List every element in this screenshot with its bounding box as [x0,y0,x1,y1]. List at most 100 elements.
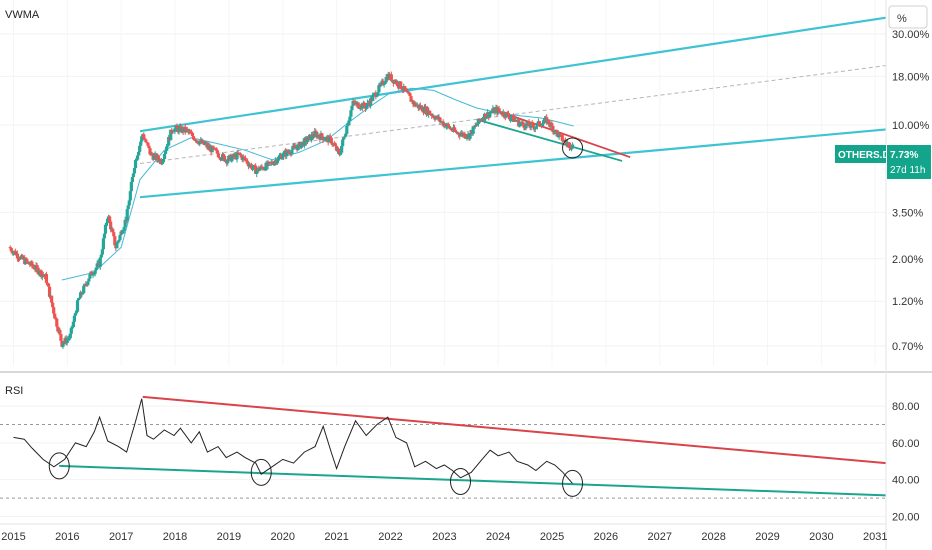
candle-body-1 [9,248,13,252]
candle-body-9 [17,258,22,260]
candle-body-345 [365,102,370,107]
candle-body-304 [323,139,327,141]
candle-body-533 [560,134,564,141]
candle-body-426 [449,128,454,131]
rsi-marker-circle-2 [450,468,472,496]
candle-body-237 [254,165,258,174]
candle-body-328 [348,116,352,121]
candle-body-377 [399,81,403,89]
price-drawing-channel-0 [139,16,887,133]
candle-body-3 [11,251,15,254]
candle-body-418 [441,121,445,126]
candle-body-137 [150,153,154,156]
price-drawing-trend_green-4 [476,118,623,162]
candle-body-444 [468,133,472,139]
candle-body-30 [39,270,43,277]
candle-body-49 [59,334,63,341]
candle-body-149 [162,153,167,159]
price-tick-label-6: 0.70% [892,341,923,353]
candle-body-292 [311,134,315,137]
time-axis[interactable]: 2015 2016 2017 2018 2019 2020 2021 2022 2023 2024… [0,523,887,543]
candle-body-313 [332,143,336,145]
candle-body-204 [219,159,224,161]
candle-body-222 [238,153,242,155]
candle-body-75 [86,281,90,285]
candle-body-389 [411,100,415,105]
candle-body-236 [253,165,257,167]
candle-body-77 [88,274,92,279]
candle-body-270 [288,151,292,154]
candle-body-21 [30,261,34,266]
candle-body-80 [91,274,95,276]
time-tick-label-1: 2016 [55,531,79,543]
candle-body-259 [276,156,281,161]
rsi-pane [0,395,887,517]
candle-body-382 [404,89,408,91]
candle-body-131 [144,139,148,143]
candle-body-79 [90,271,94,276]
candle-body-479 [504,112,508,118]
candle-body-123 [135,155,140,160]
candle-body-515 [542,121,546,124]
countdown-badge-text: 27d 11h [890,165,925,176]
candle-body-346 [366,102,371,104]
candle-body-198 [213,148,217,150]
candle-body-18 [27,261,31,264]
candle-body-133 [146,142,150,146]
candle-body-76 [87,278,91,282]
candle-body-206 [221,154,226,156]
candle-body-314 [333,144,338,146]
candle-body-455 [479,119,484,121]
candle-body-423 [446,124,450,126]
candle-body-530 [557,133,561,138]
candle-body-52 [62,342,66,345]
rsi-marker-circle-0 [48,452,70,480]
candle-body-177 [191,136,196,140]
symbol-badge[interactable] [835,145,886,163]
candle-body-74 [85,284,89,286]
candle-body-386 [408,94,412,97]
candle-body-68 [79,292,83,298]
candle-body-407 [430,114,434,116]
candle-body-205 [220,154,225,160]
candle-body-187 [202,140,206,145]
candle-body-398 [420,106,425,112]
candle-body-139 [152,155,156,160]
price-pane-bg [0,0,932,372]
candle-body-58 [68,333,72,339]
scale-unit-button[interactable] [888,5,928,29]
candle-body-122 [134,159,139,161]
candle-body-83 [94,267,98,271]
candle-body-332 [352,101,356,103]
candle-body-22 [31,265,35,267]
candle-body-520 [547,119,551,125]
candle-body-524 [551,125,555,133]
candle-body-36 [45,282,50,284]
candle-body-104 [116,241,120,244]
candle-body-508 [534,126,538,128]
candle-body-383 [405,90,409,92]
time-tick-label-10: 2025 [540,531,564,543]
rsi-indicator-label[interactable]: RSI [5,385,23,397]
candle-body-125 [138,145,142,152]
vwma-indicator-label[interactable]: VWMA [5,9,40,21]
candle-body-153 [167,136,171,146]
candle-body-64 [74,311,79,314]
candle-body-291 [310,134,314,141]
candle-body-338 [358,108,362,110]
candle-body-391 [413,102,417,107]
candle-body-132 [145,142,149,144]
candle-body-381 [403,86,407,90]
candle-body-60 [70,327,74,329]
candle-body-354 [375,95,379,97]
candle-body-155 [169,129,173,141]
rsi-axis[interactable]: 80.00 60.00 40.00 20.00 [892,401,920,523]
price-axis[interactable]: 30.00% 18.00% 10.00% 3.50% 2.00% 1.20% 0.70% [892,29,930,353]
candle-body-170 [184,128,188,132]
candle-body-378 [400,88,404,90]
candle-body-223 [239,154,243,156]
rsi-marker-circle-1 [250,458,272,486]
candle-body-203 [218,157,223,160]
